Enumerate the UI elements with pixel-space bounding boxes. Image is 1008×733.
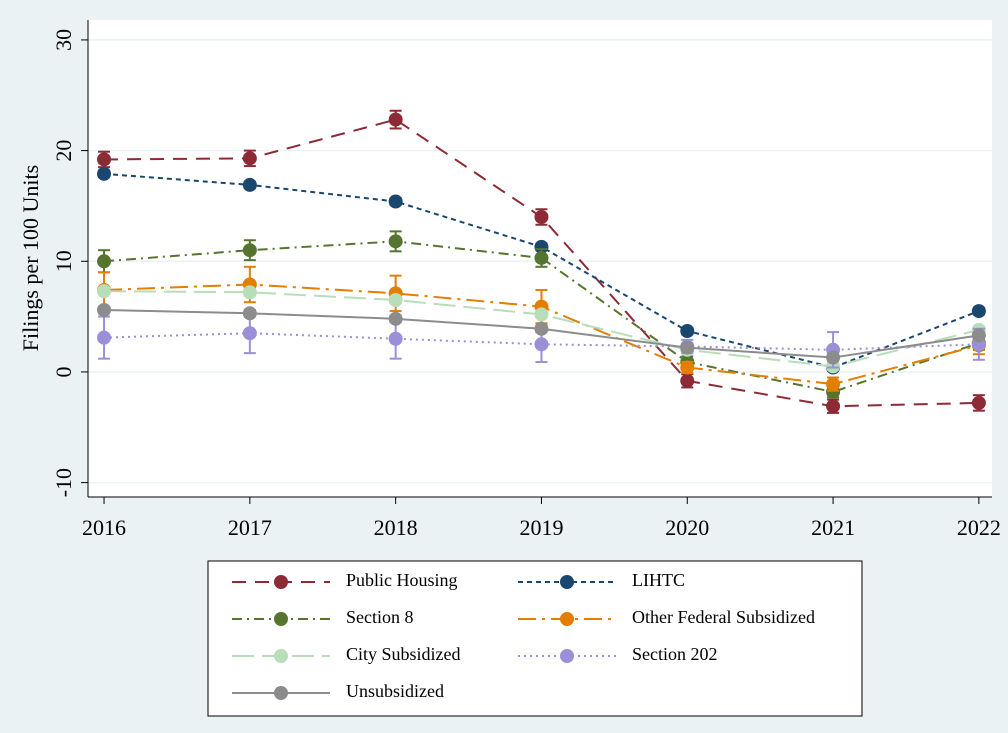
marker xyxy=(826,350,841,365)
marker xyxy=(388,311,403,326)
marker xyxy=(680,360,695,375)
legend-label: Section 202 xyxy=(632,644,718,664)
marker xyxy=(388,194,403,209)
legend-marker xyxy=(274,612,288,626)
x-tick-label: 2019 xyxy=(519,515,563,540)
legend-entries: Public Housing LIHTC Section 8 Other Federa… xyxy=(232,570,815,701)
marker xyxy=(242,151,257,166)
marker xyxy=(534,321,549,336)
marker xyxy=(242,243,257,258)
marker xyxy=(534,307,549,322)
x-tick-label: 2021 xyxy=(811,515,855,540)
x-tick-label: 2016 xyxy=(82,515,126,540)
legend-marker xyxy=(560,649,574,663)
marker xyxy=(971,304,986,319)
marker xyxy=(242,177,257,192)
marker xyxy=(242,285,257,300)
legend-label: Other Federal Subsidized xyxy=(632,607,815,627)
marker xyxy=(242,306,257,321)
y-tick-label: 20 xyxy=(51,140,76,162)
legend-label: Section 8 xyxy=(346,607,414,627)
marker xyxy=(534,337,549,352)
y-tick-label: -10 xyxy=(51,468,76,497)
marker xyxy=(826,377,841,392)
marker xyxy=(97,254,112,269)
marker xyxy=(97,302,112,317)
marker xyxy=(680,323,695,338)
x-tick-label: 2022 xyxy=(957,515,1001,540)
legend-label: LIHTC xyxy=(632,570,685,590)
marker xyxy=(826,399,841,414)
marker xyxy=(971,328,986,343)
marker xyxy=(388,234,403,249)
legend xyxy=(207,560,863,717)
legend-label: Public Housing xyxy=(346,570,458,590)
x-tick-label: 2020 xyxy=(665,515,709,540)
marker xyxy=(534,239,549,254)
legend-marker xyxy=(560,575,574,589)
legend-marker xyxy=(274,575,288,589)
marker xyxy=(97,284,112,299)
y-tick-label: 10 xyxy=(51,250,76,272)
legend-marker xyxy=(274,649,288,663)
y-tick-label: 0 xyxy=(51,366,76,377)
marker xyxy=(97,152,112,167)
marker xyxy=(97,166,112,181)
marker xyxy=(534,250,549,265)
y-tick-label: 30 xyxy=(51,29,76,51)
x-tick-label: 2017 xyxy=(228,515,272,540)
x-tick-label: 2018 xyxy=(374,515,418,540)
marker xyxy=(971,395,986,410)
legend-marker xyxy=(560,612,574,626)
legend-label: City Subsidized xyxy=(346,644,461,664)
marker xyxy=(388,293,403,308)
marker xyxy=(534,209,549,224)
marker xyxy=(680,340,695,355)
y-axis-title: Filings per 100 Units xyxy=(18,165,43,351)
marker xyxy=(680,373,695,388)
marker xyxy=(388,112,403,127)
marker xyxy=(97,330,112,345)
legend-label: Unsubsidized xyxy=(346,681,444,701)
marker xyxy=(242,326,257,341)
marker xyxy=(388,331,403,346)
legend-marker xyxy=(274,686,288,700)
